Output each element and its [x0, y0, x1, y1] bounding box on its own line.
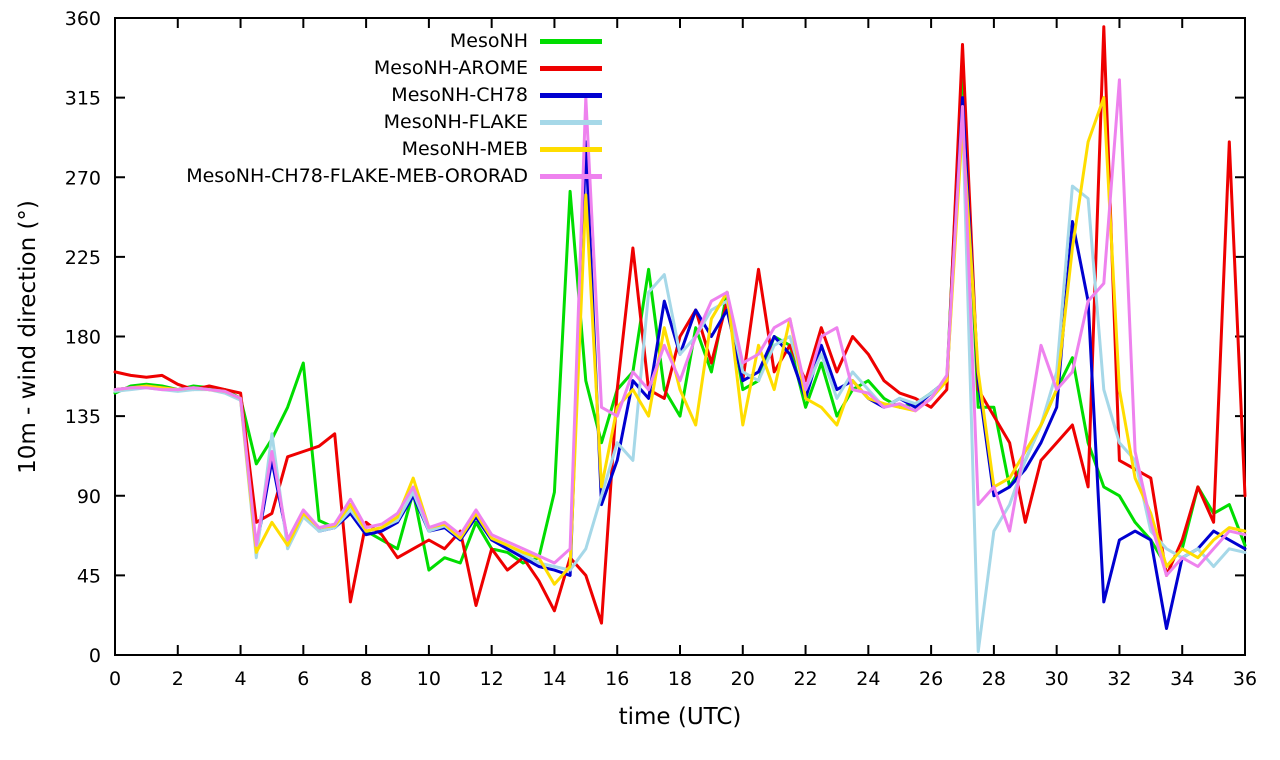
- legend-label: MesoNH: [449, 30, 528, 52]
- legend-swatch: [540, 174, 602, 179]
- legend-item-MesoNH-FLAKE: MesoNH-FLAKE: [0, 109, 602, 136]
- x-tick-label: 30: [1045, 668, 1069, 690]
- x-tick-label: 4: [235, 668, 247, 690]
- chart-legend: MesoNH MesoNH-AROME MesoNH-CH78 MesoNH-FLAK…: [0, 28, 602, 190]
- x-tick-label: 12: [480, 668, 504, 690]
- legend-label: MesoNH-FLAKE: [383, 111, 528, 133]
- y-tick-label: 360: [65, 8, 101, 30]
- x-tick-label: 28: [982, 668, 1006, 690]
- x-tick-label: 2: [172, 668, 184, 690]
- y-tick-label: 225: [65, 247, 101, 269]
- legend-swatch: [540, 120, 602, 125]
- x-tick-label: 24: [856, 668, 880, 690]
- y-tick-label: 90: [77, 486, 101, 508]
- x-tick-label: 26: [919, 668, 943, 690]
- legend-label: MesoNH-CH78: [391, 84, 528, 106]
- legend-label: MesoNH-AROME: [373, 57, 528, 79]
- y-tick-label: 315: [65, 88, 101, 110]
- x-tick-label: 8: [360, 668, 372, 690]
- legend-item-MesoNH: MesoNH: [0, 28, 602, 55]
- x-tick-label: 14: [542, 668, 566, 690]
- legend-item-MesoNH-MEB: MesoNH-MEB: [0, 136, 602, 163]
- x-tick-label: 34: [1170, 668, 1194, 690]
- y-tick-label: 135: [65, 406, 101, 428]
- y-tick-label: 0: [89, 645, 101, 667]
- x-tick-label: 10: [417, 668, 441, 690]
- x-tick-label: 6: [297, 668, 309, 690]
- legend-swatch: [540, 147, 602, 152]
- legend-swatch: [540, 66, 602, 71]
- legend-item-MesoNH-CH78-FLAKE-MEB-ORORAD: MesoNH-CH78-FLAKE-MEB-ORORAD: [0, 163, 602, 190]
- x-tick-label: 22: [793, 668, 817, 690]
- legend-label: MesoNH-MEB: [401, 138, 528, 160]
- y-axis-label: 10m - wind direction (°): [15, 200, 41, 474]
- x-tick-label: 0: [109, 668, 121, 690]
- x-tick-label: 20: [731, 668, 755, 690]
- legend-swatch: [540, 39, 602, 44]
- x-tick-label: 18: [668, 668, 692, 690]
- legend-label: MesoNH-CH78-FLAKE-MEB-ORORAD: [186, 165, 528, 187]
- x-tick-label: 32: [1107, 668, 1131, 690]
- y-tick-label: 270: [65, 167, 101, 189]
- legend-item-MesoNH-CH78: MesoNH-CH78: [0, 82, 602, 109]
- series-line-MesoNH-CH78-FLAKE-MEB-ORORAD: [113, 78, 1247, 577]
- legend-item-MesoNH-AROME: MesoNH-AROME: [0, 55, 602, 82]
- y-tick-label: 45: [77, 565, 101, 587]
- x-tick-label: 16: [605, 668, 629, 690]
- x-axis-label: time (UTC): [618, 704, 742, 730]
- legend-swatch: [540, 93, 602, 98]
- series-line-MesoNH-FLAKE: [113, 113, 1247, 653]
- series-line-MesoNH-AROME: [113, 25, 1247, 625]
- y-tick-label: 180: [65, 327, 101, 349]
- x-tick-label: 36: [1233, 668, 1257, 690]
